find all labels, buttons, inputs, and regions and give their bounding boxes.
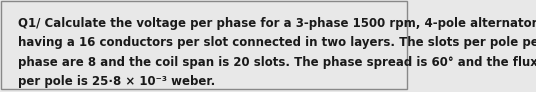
Text: having a 16 conductors per slot connected in two layers. The slots per pole per: having a 16 conductors per slot connecte…	[18, 36, 536, 49]
Text: Q1/ Calculate the voltage per phase for a 3-phase 1500 rpm, 4-pole alternator: Q1/ Calculate the voltage per phase for …	[18, 17, 536, 30]
Text: per pole is 25·8 × 10⁻³ weber.: per pole is 25·8 × 10⁻³ weber.	[18, 75, 215, 88]
Text: phase are 8 and the coil span is 20 slots. The phase spread is 60° and the flux: phase are 8 and the coil span is 20 slot…	[18, 56, 536, 69]
